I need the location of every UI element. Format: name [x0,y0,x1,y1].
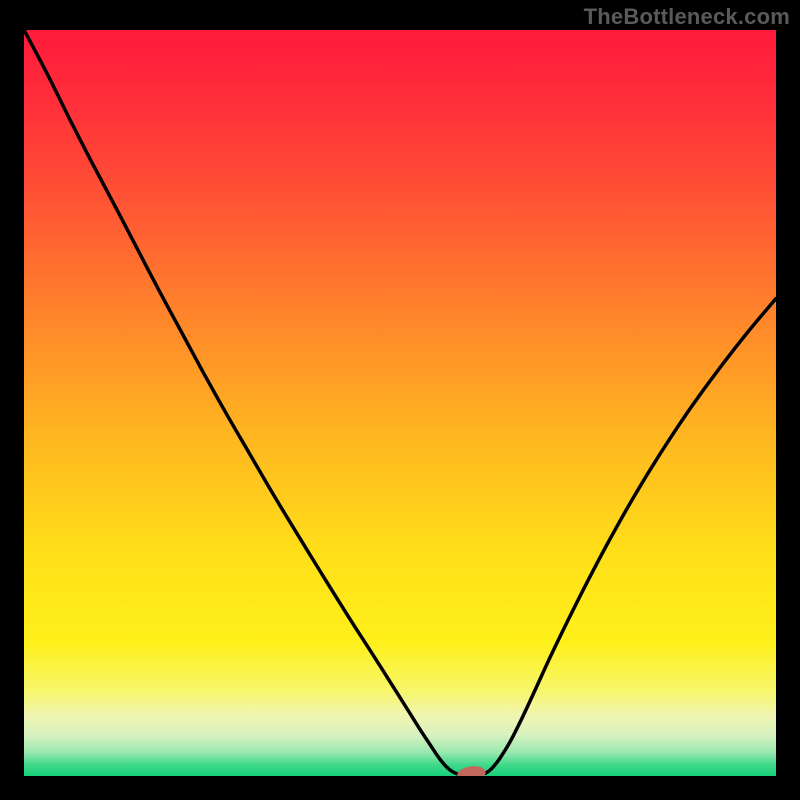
gradient-background [24,30,776,776]
bottleneck-curve-chart [24,30,776,776]
watermark-text: TheBottleneck.com [584,4,790,30]
plot-container [24,30,776,776]
chart-frame: TheBottleneck.com [0,0,800,800]
